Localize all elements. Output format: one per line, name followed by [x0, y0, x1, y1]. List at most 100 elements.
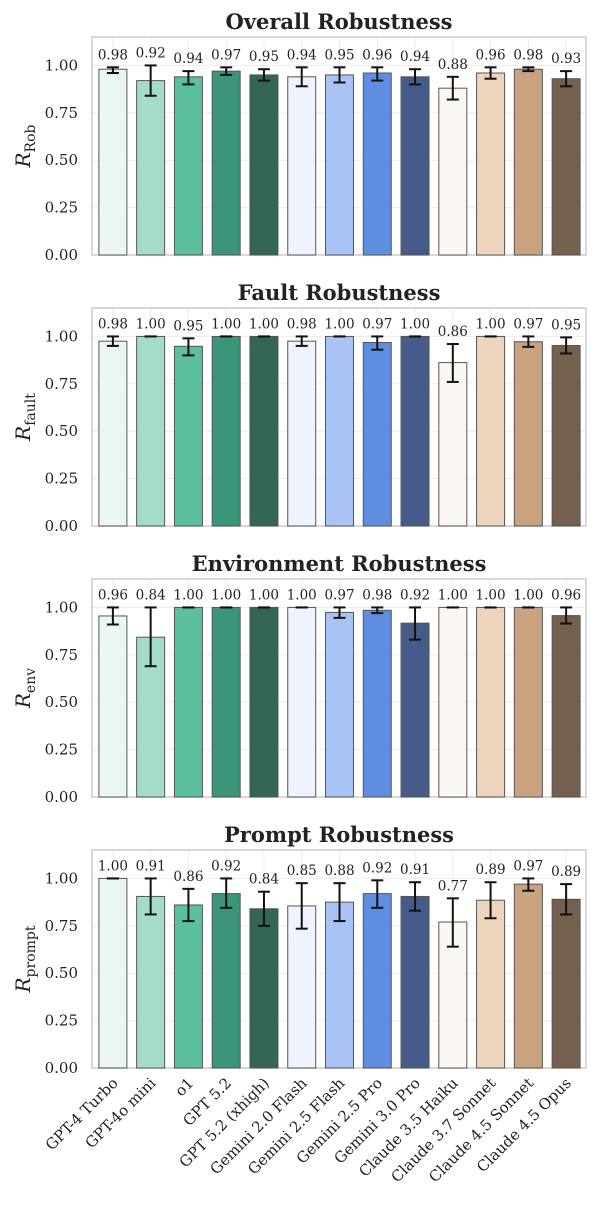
bar-claude-3-7-sonnet — [476, 899, 506, 1069]
chart-title: Environment Robustness — [192, 551, 487, 576]
data-label: 1.00 — [400, 316, 430, 332]
data-label: 0.85 — [287, 863, 317, 879]
error-bar — [144, 64, 157, 97]
error-bar — [295, 335, 308, 347]
bar-claude-3-7-sonnet — [476, 606, 506, 798]
data-label: 0.98 — [98, 316, 128, 332]
bar-gemini-2-5-flash — [325, 335, 354, 527]
data-label: 0.94 — [173, 51, 203, 67]
y-tick-label: 1.00 — [45, 56, 78, 74]
chart-title: Prompt Robustness — [224, 822, 454, 847]
chart-title: Fault Robustness — [238, 280, 441, 305]
data-label: 0.89 — [476, 862, 506, 878]
bar-claude-4-5-opus — [551, 615, 581, 798]
error-bar — [446, 75, 459, 101]
y-axis-label: Rfault — [11, 393, 39, 442]
data-label: 0.98 — [362, 587, 392, 603]
error-bar — [409, 68, 422, 86]
chart-panel-1: Overall Robustness 0.00 0.25 0.50 0.75 1.00 RR… — [11, 9, 587, 264]
data-label: 1.00 — [438, 587, 468, 603]
y-tick-label: 1.00 — [45, 598, 78, 616]
bar-claude-4-5-sonnet — [513, 606, 543, 798]
chart-panel-3: Environment Robustness 0.00 0.25 0.50 0.75 1.… — [11, 551, 587, 806]
y-tick-label: 0.00 — [45, 1059, 78, 1077]
error-bar — [522, 66, 535, 73]
data-label: 0.96 — [551, 587, 581, 603]
data-label: 1.00 — [211, 587, 241, 603]
bar-gemini-3-0-pro — [400, 335, 430, 527]
data-label: 0.91 — [136, 858, 166, 874]
bar-claude-4-5-opus — [551, 898, 581, 1069]
error-bar — [220, 877, 233, 909]
error-bar — [295, 882, 308, 930]
data-label: 0.88 — [438, 57, 468, 73]
chart-panel-2: Fault Robustness 0.00 0.25 0.50 0.75 1.00 Rfau… — [11, 280, 587, 535]
data-label: 1.00 — [98, 858, 128, 874]
error-bar — [333, 66, 346, 84]
bar-claude-4-5-sonnet — [513, 68, 543, 256]
error-bar — [333, 606, 346, 619]
bar-gemini-2-5-pro — [362, 342, 392, 527]
bar-gemini-2-5-flash — [325, 901, 354, 1069]
error-bar — [371, 335, 384, 351]
data-label: 1.00 — [476, 316, 506, 332]
bar-gpt-4o-mini — [136, 80, 166, 256]
bar-gemini-2-0-flash — [287, 76, 317, 256]
data-label: 0.97 — [324, 587, 354, 603]
error-bar — [446, 897, 459, 948]
y-tick-label: 0.75 — [45, 375, 78, 393]
error-bar — [295, 66, 308, 88]
bar-gemini-3-0-pro — [400, 76, 430, 256]
data-label: 1.00 — [249, 587, 279, 603]
data-label: 0.92 — [211, 858, 241, 874]
bar-claude-3-5-haiku — [438, 606, 468, 798]
bar-gpt-4-turbo — [98, 340, 128, 527]
bar-gpt-5-2-xhigh- — [249, 335, 279, 527]
data-label: 0.77 — [438, 878, 468, 894]
error-bar — [560, 606, 573, 625]
data-label: 0.95 — [173, 318, 203, 334]
y-tick-label: 0.25 — [45, 741, 78, 759]
y-tick-label: 0.75 — [45, 104, 78, 122]
y-tick-label: 1.00 — [45, 869, 78, 887]
bar-gemini-2-5-flash — [325, 611, 354, 798]
data-label: 0.97 — [211, 47, 241, 63]
error-bar — [106, 606, 119, 626]
data-label: 0.91 — [400, 862, 430, 878]
bar-gemini-3-0-pro — [400, 622, 430, 798]
bar-claude-4-5-opus — [551, 345, 581, 527]
error-bar — [257, 68, 270, 82]
bar-claude-4-5-opus — [551, 78, 581, 256]
y-tick-label: 0.00 — [45, 246, 78, 264]
error-bar — [371, 879, 384, 909]
y-axis-label: Rprompt — [11, 925, 39, 993]
error-bar — [257, 890, 270, 927]
data-label: 0.86 — [173, 869, 203, 885]
error-bar — [446, 343, 459, 383]
data-label: 0.92 — [400, 587, 430, 603]
data-label: 0.96 — [476, 47, 506, 63]
data-label: 0.92 — [136, 45, 166, 61]
bar-gpt-5-2 — [211, 70, 241, 256]
error-bar — [409, 881, 422, 912]
data-label: 1.00 — [173, 587, 203, 603]
y-tick-label: 0.00 — [45, 788, 78, 806]
bar-claude-4-5-sonnet — [513, 883, 543, 1069]
error-bar — [560, 70, 573, 88]
data-label: 0.96 — [362, 47, 392, 63]
y-axis-label: RRob — [11, 124, 39, 168]
data-label: 0.97 — [362, 316, 392, 332]
error-bar — [522, 335, 535, 348]
y-tick-label: 0.50 — [45, 422, 78, 440]
bar-gpt-4o-mini — [136, 335, 166, 527]
data-label: 1.00 — [211, 316, 241, 332]
bar-claude-3-7-sonnet — [476, 335, 506, 527]
bar-gpt-5-2 — [211, 606, 241, 798]
data-label: 0.97 — [513, 316, 543, 332]
data-label: 0.98 — [98, 47, 128, 63]
bar-gemini-2-0-flash — [287, 340, 317, 527]
bar-gpt-4-turbo — [98, 615, 128, 798]
data-label: 0.97 — [513, 858, 543, 874]
error-bar — [220, 66, 233, 76]
x-tick-label: o1 — [171, 1074, 197, 1100]
